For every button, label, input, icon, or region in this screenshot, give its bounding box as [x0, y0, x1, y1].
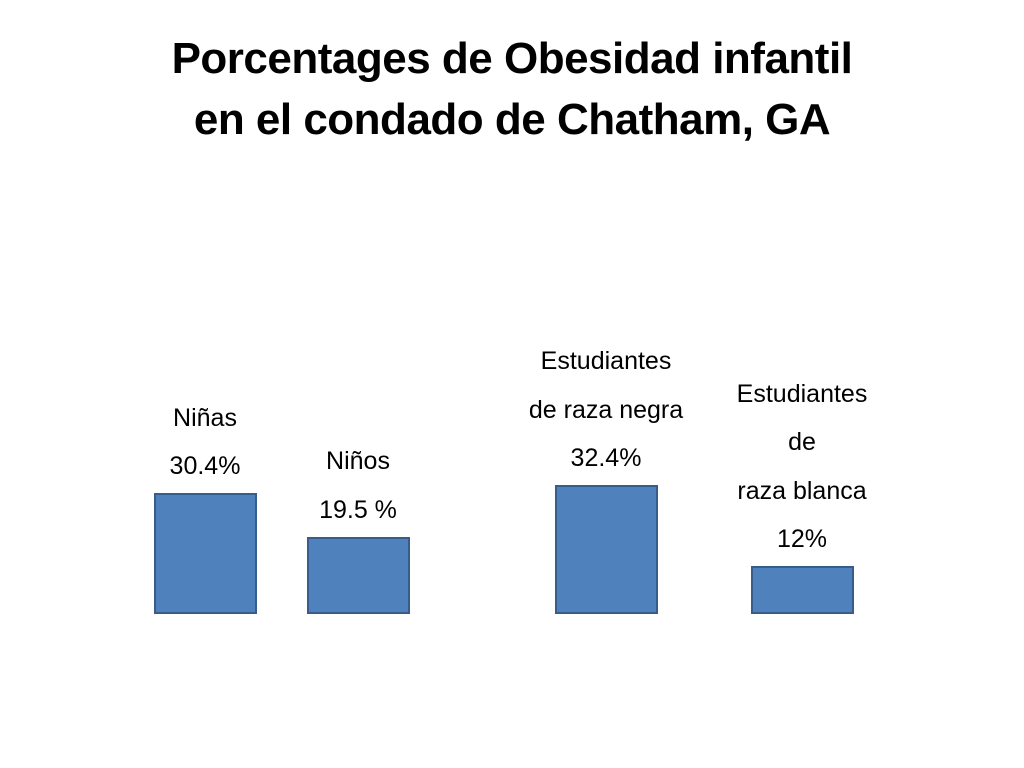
- bar-label-raza-negra-line-2: de raza negra: [528, 395, 684, 424]
- bar-label-raza-blanca-line-4: 12%: [776, 525, 828, 554]
- bar-raza-blanca: [750, 566, 854, 614]
- bar-raza-negra: [554, 485, 658, 614]
- bar-ninas: [153, 493, 257, 614]
- bar-label-raza-negra-line-3: 32.4%: [570, 444, 642, 473]
- bar-label-raza-negra-line-1: Estudiantes: [540, 347, 672, 376]
- bar-ninos: [306, 536, 410, 614]
- bar-label-ninas-line-2: 30.4%: [169, 452, 241, 481]
- bar-label-raza-blanca-line-1: Estudiantes: [736, 379, 868, 408]
- title-line-2: en el condado de Chatham, GA: [193, 95, 831, 144]
- bar-label-ninos-line-2: 19.5 %: [319, 495, 397, 524]
- slide-title: Porcentages de Obesidad infantil en el c…: [40, 28, 984, 150]
- bar-label-ninas-line-1: Niñas: [173, 403, 237, 432]
- title-line-1: Porcentages de Obesidad infantil: [171, 34, 853, 83]
- bar-label-raza-blanca-line-2: de: [788, 428, 816, 457]
- bar-label-ninos-line-1: Niños: [326, 447, 390, 476]
- bar-label-raza-blanca-line-3: raza blanca: [737, 476, 867, 505]
